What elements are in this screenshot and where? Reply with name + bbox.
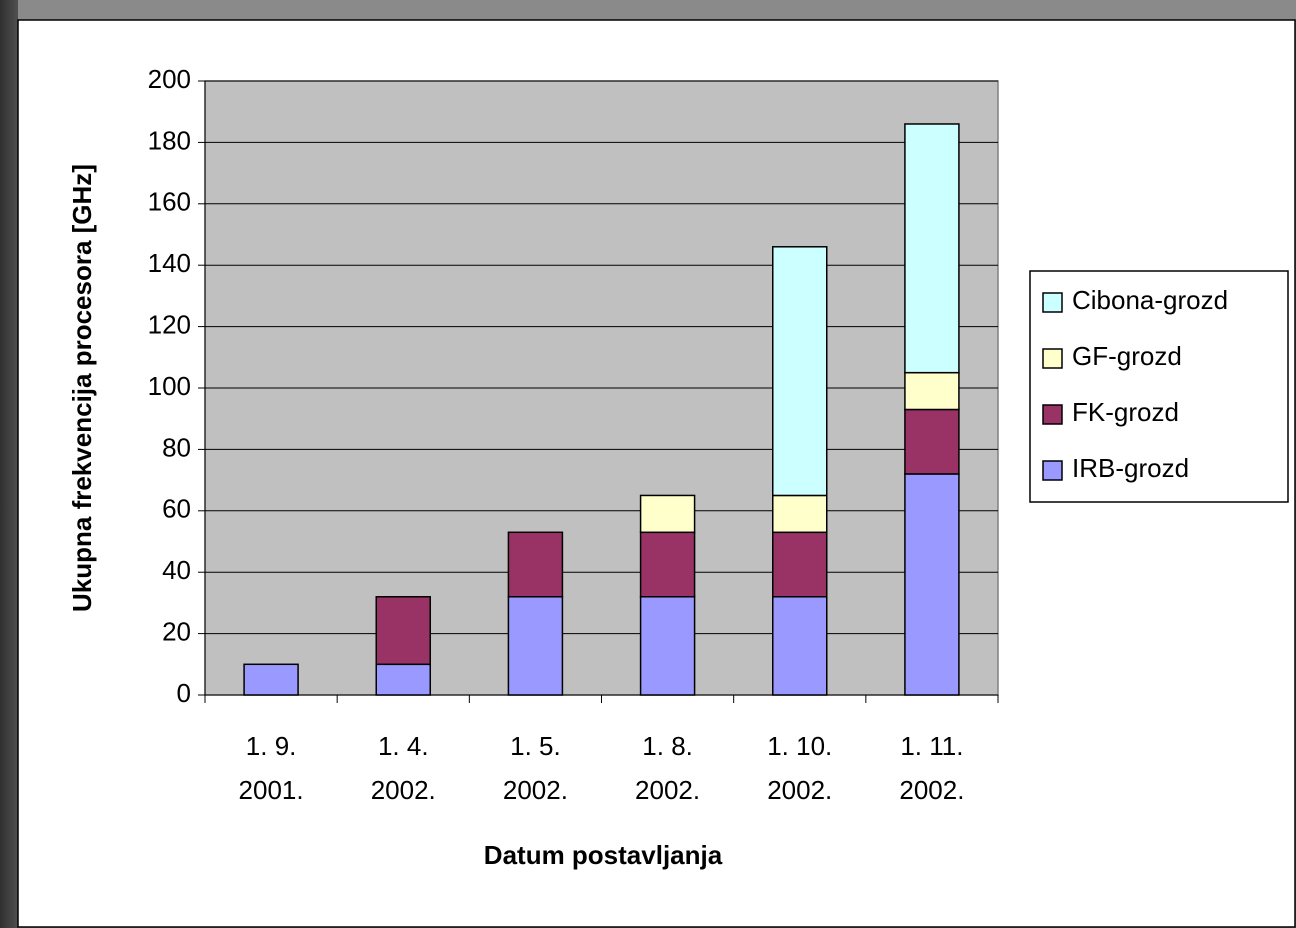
x-tick-label: 1. 8.: [642, 731, 693, 761]
bar-segment: [904, 408, 960, 475]
bar-segment: [507, 596, 564, 696]
bar-segment: [904, 371, 960, 411]
bar-segment: [772, 246, 828, 497]
legend-label: IRB-grozd: [1072, 453, 1189, 483]
legend-swatch: [1042, 460, 1063, 481]
x-axis-title: Datum postavljanja: [484, 840, 723, 870]
legend-label: Cibona-grozd: [1072, 285, 1228, 315]
x-tick-label: 2001.: [239, 775, 304, 805]
y-tick-label: 180: [148, 125, 191, 155]
legend-label: GF-grozd: [1072, 341, 1182, 371]
y-tick-label: 60: [162, 494, 191, 524]
bar-segment: [375, 663, 431, 696]
bar-segment: [772, 531, 828, 598]
bar-segment: [772, 494, 828, 534]
x-tick-label: 1. 9.: [246, 731, 297, 761]
y-tick-label: 160: [148, 187, 191, 217]
bar-segment: [243, 663, 299, 696]
y-tick-label: 20: [162, 616, 191, 646]
bar-segment: [904, 123, 960, 374]
legend-swatch: [1042, 404, 1063, 425]
bar-segment: [904, 473, 960, 696]
y-tick-label: 40: [162, 555, 191, 585]
bar-segment: [772, 596, 828, 696]
legend-swatch: [1042, 348, 1063, 369]
x-tick-label: 2002.: [371, 775, 436, 805]
y-tick-label: 120: [148, 309, 191, 339]
x-tick-label: 2002.: [635, 775, 700, 805]
bar-segment: [639, 596, 696, 696]
x-tick-label: 2002.: [503, 775, 568, 805]
y-axis-title: Ukupna frekvencija procesora [GHz]: [67, 164, 97, 612]
y-tick-label: 140: [148, 248, 191, 278]
x-tick-label: 1. 11.: [900, 731, 963, 761]
y-tick-label: 80: [162, 432, 191, 462]
y-tick-label: 0: [177, 678, 191, 708]
legend-label: FK-grozd: [1072, 397, 1179, 427]
bar-segment: [375, 596, 431, 666]
x-tick-label: 1. 4.: [378, 731, 429, 761]
bar-segment: [639, 531, 696, 598]
legend-swatch: [1042, 292, 1063, 313]
y-tick-label: 100: [148, 371, 191, 401]
x-tick-label: 2002.: [767, 775, 832, 805]
x-tick-label: 2002.: [899, 775, 964, 805]
legend-box: [1029, 270, 1289, 503]
x-tick-label: 1. 10.: [767, 731, 832, 761]
y-tick-label: 200: [148, 64, 191, 94]
bar-segment: [507, 531, 564, 598]
bar-segment: [639, 494, 696, 534]
x-tick-label: 1. 5.: [510, 731, 561, 761]
